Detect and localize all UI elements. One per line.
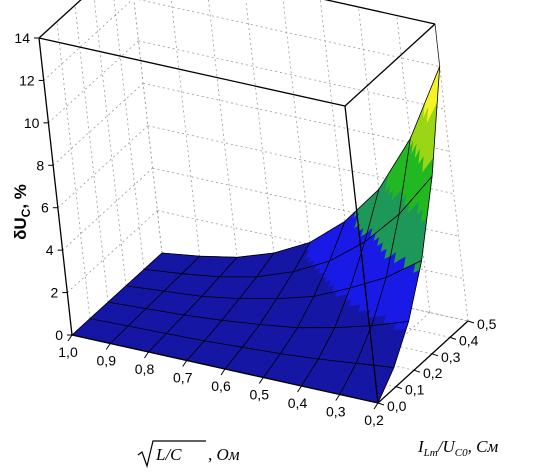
z-tick-label: 8 (36, 157, 44, 173)
x-tick-label: 0,4 (288, 395, 308, 411)
x-axis-label: L/C , Ом (137, 440, 240, 469)
y-tick-label: 0,5 (477, 316, 497, 332)
z-tick-label: 2 (50, 285, 58, 301)
z-tick-label: 14 (14, 30, 30, 46)
x-tick-label: 0,3 (326, 404, 346, 420)
surface (71, 66, 440, 404)
x-tick-label: 0,7 (173, 370, 193, 386)
x-tick-labels: 1,0 0,9 0,8 0,7 0,6 0,5 0,4 0,3 0,2 (58, 334, 384, 428)
svg-text:, Ом: , Ом (208, 445, 240, 464)
y-tick-label: 0,3 (441, 349, 461, 365)
x-tick-label: 1,0 (58, 344, 78, 360)
y-tick-label: 0,1 (405, 382, 425, 398)
y-tick-label: 0,0 (387, 398, 407, 414)
z-tick-label: 0 (55, 327, 63, 343)
x-tick-label: 0,2 (364, 412, 384, 428)
x-tick-label: 0,8 (135, 361, 155, 377)
x-tick-label: 0,5 (250, 387, 270, 403)
z-tick-label: 6 (41, 200, 49, 216)
x-tick-label: 0,6 (211, 378, 231, 394)
y-tick-label: 0,4 (459, 332, 479, 348)
z-tick-label: 12 (19, 72, 35, 88)
z-tick-labels: 0 2 4 6 8 10 12 14 (14, 30, 72, 343)
y-axis-label: ILm/UC0, См (417, 437, 498, 459)
z-tick-label: 10 (24, 115, 40, 131)
y-tick-label: 0,2 (423, 365, 443, 381)
y-tick-labels: 0,00,10,20,30,40,5 (377, 316, 497, 414)
x-tick-label: 0,9 (97, 353, 117, 369)
z-tick-label: 4 (46, 242, 54, 258)
axis-frame (38, 0, 469, 404)
svg-text:L/C: L/C (155, 445, 182, 464)
z-axis-label: δUC, % (11, 184, 33, 240)
